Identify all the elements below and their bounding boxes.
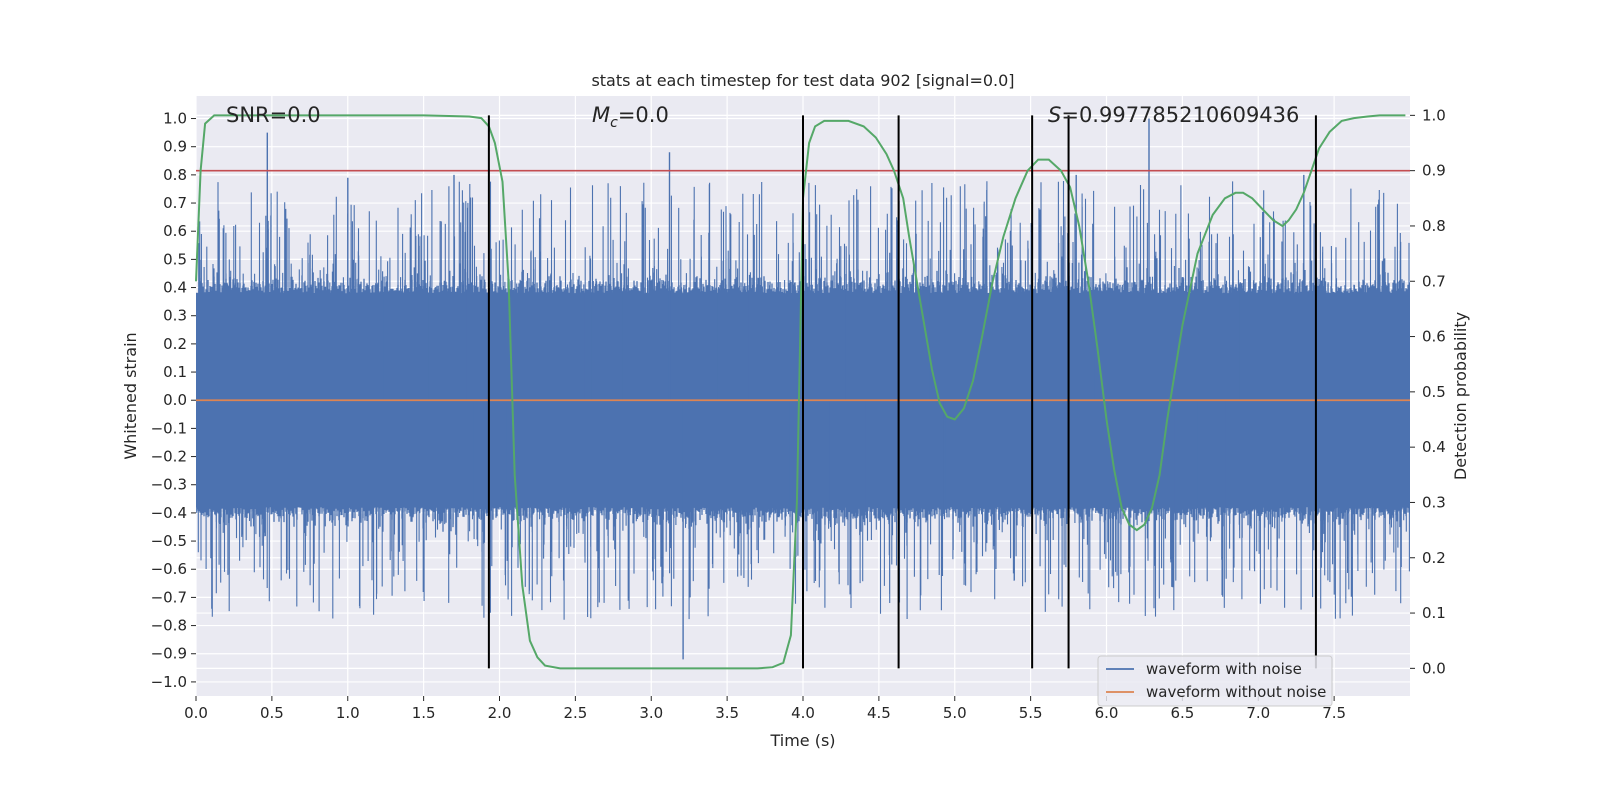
x-axis-label: Time (s) [769,731,835,750]
legend-label-clean: waveform without noise [1146,683,1326,701]
x-tick-label: 1.5 [412,704,436,722]
y2-tick-label: 0.3 [1422,493,1446,511]
y-tick-label: 0.7 [163,194,187,212]
y2-tick-label: 0.4 [1422,438,1446,456]
y-tick-label: −1.0 [151,673,187,691]
y2-tick-label: 0.8 [1422,217,1446,235]
y-tick-label: 1.0 [163,110,187,128]
x-tick-label: 6.5 [1170,704,1194,722]
y-axis-label: Whitened strain [121,332,140,459]
x-tick-label: 0.0 [184,704,208,722]
x-tick-label: 7.0 [1246,704,1270,722]
y-tick-label: 0.8 [163,166,187,184]
y2-tick-label: 1.0 [1422,106,1446,124]
x-tick-label: 7.5 [1322,704,1346,722]
y-tick-label: −0.5 [151,532,187,550]
y2-tick-label: 0.1 [1422,604,1446,622]
y-tick-label: 0.5 [163,250,187,268]
y-tick-label: −0.4 [151,504,187,522]
x-tick-label: 5.5 [1019,704,1043,722]
x-tick-label: 0.5 [260,704,284,722]
legend-box [1097,655,1333,707]
y-tick-label: −0.3 [151,476,187,494]
mc-value: =0.0 [618,103,669,127]
ticks: 0.0 0.5 1.0 1.5 2.0 2.5 3.0 3.5 4.0 4.5 5.0 5.5 6.0 6… [151,106,1446,722]
x-tick-label: 6.0 [1095,704,1119,722]
s-symbol: S [1048,103,1061,127]
y-tick-label: −0.8 [151,617,187,635]
y-tick-label: −0.1 [151,419,187,437]
y-tick-label: −0.9 [151,645,187,663]
y2-tick-label: 0.7 [1422,272,1446,290]
y2-tick-label: 0.0 [1422,659,1446,677]
y2-tick-label: 0.9 [1422,162,1446,180]
y-tick-label: 0.0 [163,391,187,409]
noise-spikes [196,181,1410,620]
y-tick-label: −0.7 [151,588,187,606]
legend-label-noise: waveform with noise [1146,660,1302,678]
x-tick-label: 5.0 [943,704,967,722]
legend: waveform with noise waveform without noi… [1097,655,1333,707]
probability-series [195,114,1406,670]
y-tick-label: 0.1 [163,363,187,381]
y-tick-label: 0.2 [163,335,187,353]
mc-annotation: Mc=0.0 [592,103,669,131]
y2-tick-label: 0.2 [1422,549,1446,567]
vertical-lines [487,115,1317,669]
y-tick-label: −0.2 [151,448,187,466]
y2-tick-label: 0.6 [1422,328,1446,346]
x-tick-label: 1.0 [336,704,360,722]
x-tick-label: 4.0 [791,704,815,722]
x-tick-label: 3.0 [639,704,663,722]
x-tick-label: 3.5 [715,704,739,722]
x-tick-label: 2.0 [488,704,512,722]
x-tick-label: 2.5 [563,704,587,722]
y-tick-label: 0.9 [163,138,187,156]
y-tick-label: −0.6 [151,560,187,578]
mc-symbol: M [592,103,610,127]
y-tick-label: 0.6 [163,222,187,240]
detection-probability-line [195,114,1406,670]
chart-title: stats at each timestep for test data 902… [591,71,1014,90]
s-value: =0.997785210609436 [1061,103,1299,127]
y2-tick-label: 0.5 [1422,383,1446,401]
x-tick-label: 4.5 [867,704,891,722]
s-annotation: S=0.997785210609436 [1048,103,1299,127]
mc-subscript: c [610,115,618,131]
y2-axis-label: Detection probability [1451,312,1470,480]
snr-annotation: SNR=0.0 [226,103,321,127]
y-tick-label: 0.3 [163,307,187,325]
y-tick-label: 0.4 [163,279,187,297]
